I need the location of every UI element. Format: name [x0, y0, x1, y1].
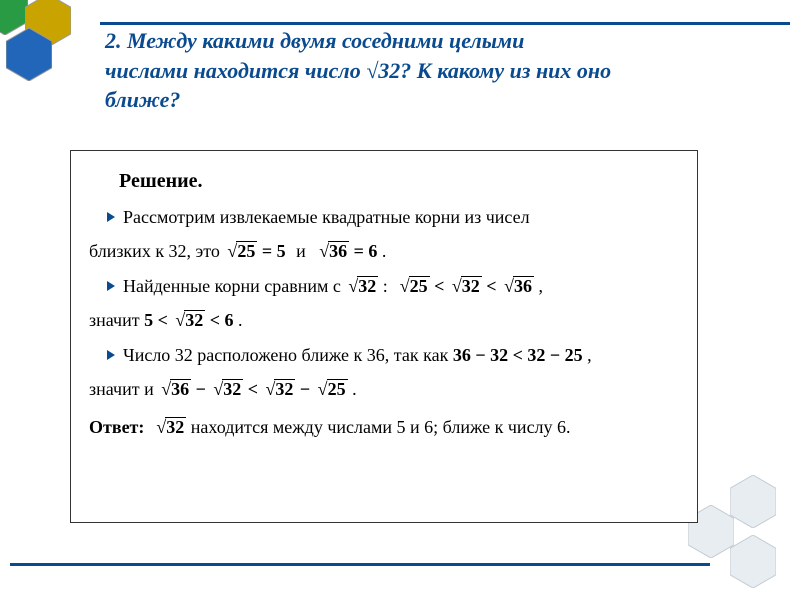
answer-line: Ответ: 32 находится между числами 5 и 6;… [89, 411, 679, 443]
hexagon-icon [6, 28, 52, 81]
sqrt-expr: 25 [315, 373, 348, 405]
radicand: 36 [513, 276, 534, 295]
radicand: 32 [165, 417, 186, 436]
answer-text: находится между числами 5 и 6; ближе к ч… [191, 417, 571, 437]
text: Число 32 расположено ближе к 36, так как [123, 345, 448, 365]
sqrt-expr: 32 [449, 270, 482, 302]
solution-box: Решение. Рассмотрим извлекаемые квадратн… [70, 150, 698, 523]
sqrt-expr: 36 [501, 270, 534, 302]
solution-line: значит 5 < 32 < 6 . [89, 304, 679, 336]
text: 6 [225, 310, 234, 330]
radicand: 25 [327, 379, 348, 398]
radicand: 25 [409, 276, 430, 295]
radicand: 32 [461, 276, 482, 295]
divider [100, 22, 790, 25]
sqrt-expr: 32 [263, 373, 296, 405]
text: и [296, 241, 306, 261]
text: Рассмотрим извлекаемые квадратные корни … [123, 207, 530, 227]
answer-label: Ответ: [89, 417, 144, 437]
sqrt-expr: 32 [172, 304, 205, 336]
text: 32 − 25 [527, 345, 582, 365]
question-line: ближе? [105, 87, 180, 112]
text: < [205, 310, 224, 330]
question-line: числами находится число √32? К какому из… [105, 58, 611, 83]
radicand: 32 [222, 379, 243, 398]
hexagon-icon [730, 475, 776, 528]
text: значит [89, 310, 140, 330]
text: < [430, 276, 449, 296]
text: 5 [144, 310, 153, 330]
solution-title: Решение. [119, 163, 679, 199]
sqrt-expr: 36 [316, 235, 349, 267]
text: − [191, 379, 210, 399]
text: Найденные корни сравним с [123, 276, 341, 296]
text: < [243, 379, 262, 399]
solution-line: Рассмотрим извлекаемые квадратные корни … [89, 201, 679, 233]
text: значит и [89, 379, 154, 399]
bullet-icon [107, 212, 115, 222]
bullet-icon [107, 281, 115, 291]
text: 36 − 32 [453, 345, 508, 365]
solution-line: Найденные корни сравним с 32 : 25 < 32 <… [89, 270, 679, 302]
text: < [153, 310, 172, 330]
radicand: 36 [328, 241, 349, 260]
solution-line: близких к 32, это 25 = 5 и 36 = 6 . [89, 235, 679, 267]
text: = 6 [349, 241, 377, 261]
sqrt-expr: 32 [153, 411, 186, 443]
divider [10, 563, 710, 566]
sqrt-expr: 25 [224, 235, 257, 267]
text: < [508, 345, 527, 365]
radicand: 32 [357, 276, 378, 295]
sqrt-expr: 25 [397, 270, 430, 302]
text: = 5 [257, 241, 285, 261]
solution-line: значит и 36 − 32 < 32 − 25 . [89, 373, 679, 405]
text: < [482, 276, 501, 296]
text: близких к 32, это [89, 241, 220, 261]
question-block: 2. Между какими двумя соседними целыми ч… [105, 26, 745, 115]
solution-line: Число 32 расположено ближе к 36, так как… [89, 339, 679, 371]
radicand: 36 [170, 379, 191, 398]
radicand: 32 [184, 310, 205, 329]
hexagon-icon [730, 535, 776, 588]
bullet-icon [107, 350, 115, 360]
sqrt-expr: 36 [158, 373, 191, 405]
question-line: 2. Между какими двумя соседними целыми [105, 28, 524, 53]
radicand: 32 [274, 379, 295, 398]
sqrt-expr: 32 [210, 373, 243, 405]
sqrt-expr: 32 [345, 270, 378, 302]
text: − [295, 379, 314, 399]
radicand: 25 [236, 241, 257, 260]
